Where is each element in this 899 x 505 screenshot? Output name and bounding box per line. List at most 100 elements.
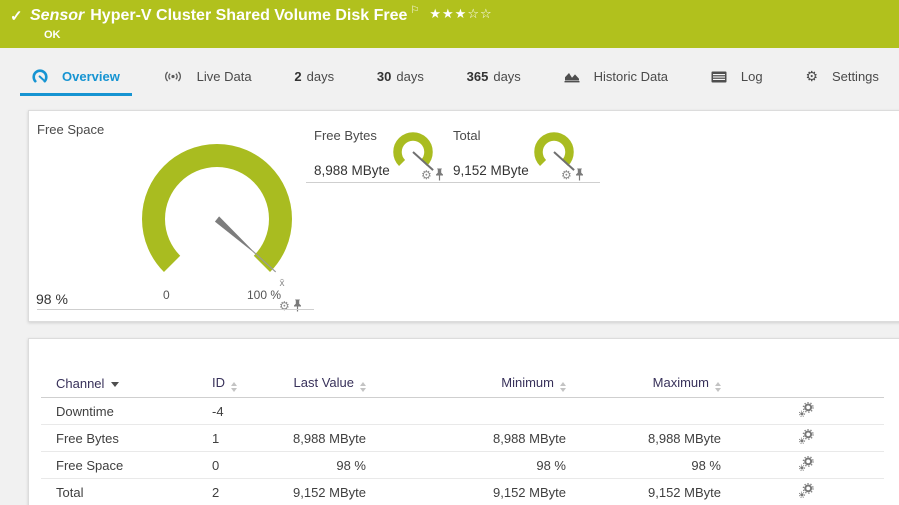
gauge-title: Total (453, 128, 481, 143)
col-label: Last Value (293, 374, 354, 390)
tab-label: Historic Data (593, 69, 669, 84)
col-label: Channel (56, 375, 105, 391)
sort-icon (715, 381, 721, 392)
cell-minimum: 98 % (536, 457, 566, 473)
cell-channel: Downtime (56, 403, 114, 419)
cell-minimum: 9,152 MByte (493, 484, 566, 500)
area-chart-icon (564, 70, 580, 83)
tab-label: Overview (62, 69, 120, 84)
sensor-header: ✓ Sensor Hyper-V Cluster Shared Volume Di… (0, 0, 899, 48)
gauge-tools: ⚙ (561, 168, 584, 181)
cell-id: 1 (212, 430, 220, 446)
gauge-tools: ⚙ (279, 299, 302, 312)
flag-icon[interactable]: ⚐ (410, 5, 420, 16)
sensor-type-label: Sensor (30, 7, 85, 24)
gauge-title: Free Bytes (314, 128, 377, 143)
gear-icon[interactable]: ⚙ (421, 168, 432, 182)
tab-label-bold: 2 (294, 69, 302, 84)
page-title: Hyper-V Cluster Shared Volume Disk Free (90, 7, 408, 24)
channel-settings-icon[interactable] (799, 483, 814, 498)
col-header-channel[interactable]: Channel (41, 376, 206, 391)
cell-id: -4 (212, 403, 224, 419)
channel-settings-icon[interactable] (799, 402, 814, 417)
gauge-value: 9,152 MByte (453, 163, 529, 178)
gauge-needle (553, 151, 575, 171)
cell-channel: Free Bytes (56, 430, 119, 446)
table-row-downtime[interactable]: Downtime -4 (41, 398, 884, 425)
table-row-free-space[interactable]: Free Space 0 98 % 98 % 98 % (41, 452, 884, 479)
table-row-total[interactable]: Total 2 9,152 MByte 9,152 MByte 9,152 MB… (41, 479, 884, 505)
tab-historic-data[interactable]: Historic Data (552, 60, 680, 96)
col-header-last-value[interactable]: Last Value (266, 375, 366, 392)
tab-label: Live Data (196, 69, 252, 84)
cell-channel: Total (56, 484, 84, 500)
gauge-max-label: 100 % (247, 288, 282, 302)
col-header-minimum[interactable]: Minimum (366, 375, 566, 392)
col-label: ID (212, 374, 225, 390)
pin-icon[interactable] (293, 299, 302, 312)
overview-gauges-panel: Free Space x̄ 0 100 % 98 % ⚙ Free Bytes (28, 110, 899, 322)
col-header-maximum[interactable]: Maximum (566, 375, 721, 392)
col-label: Minimum (501, 374, 554, 390)
table-header-row: Channel ID Last Value Minimum Maximum (41, 369, 884, 398)
sort-icon (360, 381, 366, 392)
pin-icon[interactable] (575, 168, 584, 181)
cell-divider (453, 182, 600, 183)
gear-icon: ⚙ (805, 68, 818, 85)
cell-divider (37, 309, 314, 310)
ok-check-icon: ✓ (10, 8, 23, 25)
cell-divider (306, 182, 453, 183)
tab-2-days[interactable]: 2 days (282, 60, 346, 96)
gauge-value: 8,988 MByte (314, 163, 390, 178)
tab-30-days[interactable]: 30 days (365, 60, 436, 96)
sort-icon (560, 381, 566, 392)
tab-label: Settings (831, 69, 879, 84)
broadcast-icon (163, 70, 183, 83)
table-row-free-bytes[interactable]: Free Bytes 1 8,988 MByte 8,988 MByte 8,9… (41, 425, 884, 452)
gauge-needle (214, 216, 258, 256)
gauge-value: 98 % (36, 291, 68, 307)
gear-icon[interactable]: ⚙ (561, 168, 572, 182)
cell-last-value: 98 % (336, 457, 366, 473)
free-bytes-gauge (393, 132, 434, 171)
gauge-min-label: 0 (163, 288, 170, 302)
sort-desc-icon (111, 381, 120, 387)
tab-log[interactable]: Log (699, 60, 775, 96)
sort-icon (231, 381, 237, 392)
tab-label: Log (740, 69, 763, 84)
average-marker: x̄ (280, 278, 285, 289)
tab-live-data[interactable]: Live Data (151, 60, 264, 96)
cell-last-value: 8,988 MByte (293, 430, 366, 446)
gauge-title: Free Space (37, 122, 105, 137)
channel-table: Channel ID Last Value Minimum Maximum Do… (41, 369, 884, 505)
cell-last-value: 9,152 MByte (293, 484, 366, 500)
cell-maximum: 9,152 MByte (648, 484, 721, 500)
tab-365-days[interactable]: 365 days (455, 60, 533, 96)
cell-maximum: 98 % (691, 457, 721, 473)
log-list-icon (711, 71, 727, 83)
cell-maximum: 8,988 MByte (648, 430, 721, 446)
channel-settings-icon[interactable] (799, 456, 814, 471)
cell-channel: Free Space (56, 457, 124, 473)
priority-stars[interactable]: ★★★☆☆ (429, 7, 493, 22)
total-gauge (534, 132, 575, 171)
tab-overview[interactable]: Overview (20, 60, 132, 96)
tab-label-bold: 365 (466, 69, 489, 84)
tab-settings[interactable]: ⚙ Settings (793, 60, 891, 96)
col-header-id[interactable]: ID (206, 375, 266, 392)
tab-label: days (493, 69, 521, 84)
tab-bar: Overview Live Data 2 days 30 days 365 days … (20, 60, 891, 96)
gear-icon[interactable]: ⚙ (279, 299, 290, 313)
pin-icon[interactable] (435, 168, 444, 181)
gauge-needle (412, 151, 434, 171)
status-badge: OK (44, 29, 61, 41)
free-space-gauge: x̄ (142, 144, 292, 289)
cell-minimum: 8,988 MByte (493, 430, 566, 446)
gauge-icon (32, 69, 48, 84)
cell-id: 0 (212, 457, 220, 473)
col-label: Maximum (652, 374, 709, 390)
channel-settings-icon[interactable] (799, 429, 814, 444)
tab-label: days (396, 69, 424, 84)
gauge-tools: ⚙ (421, 168, 444, 181)
